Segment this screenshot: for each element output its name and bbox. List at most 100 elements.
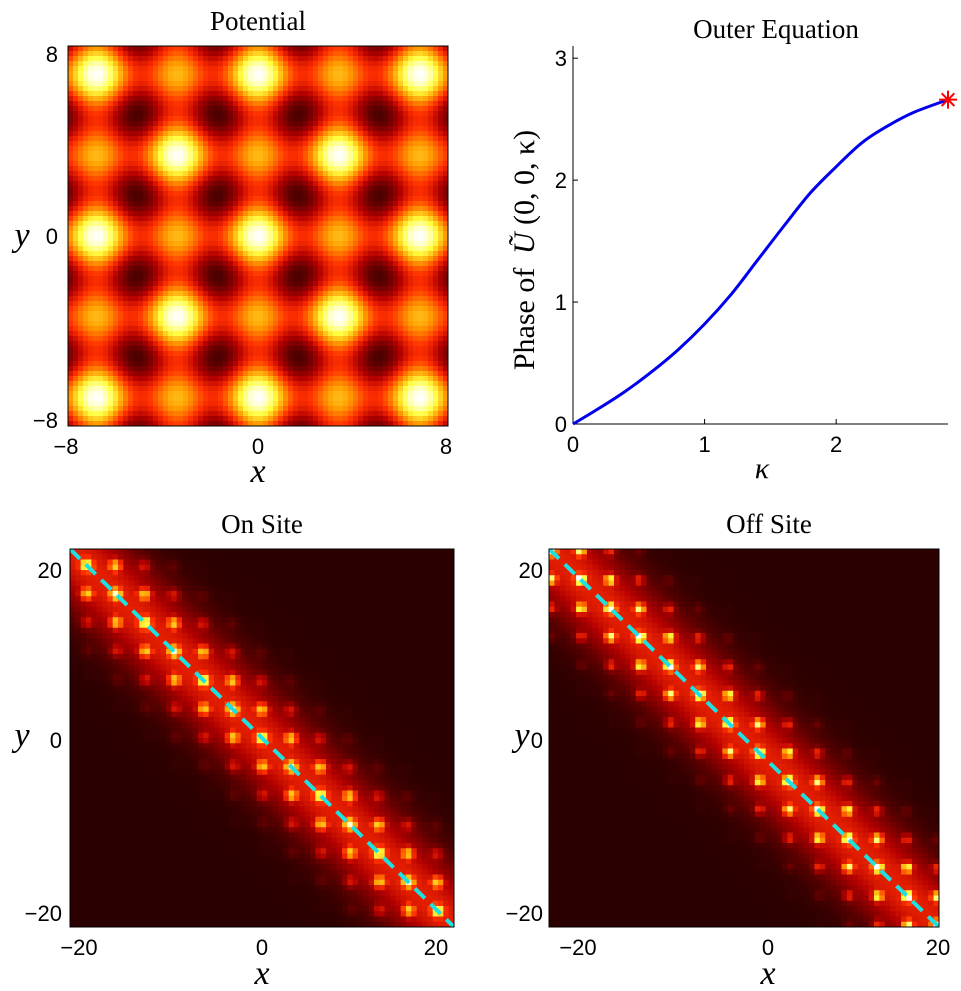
potential-cell	[428, 61, 434, 67]
potential-cell	[233, 181, 239, 187]
potential-cell	[208, 351, 214, 357]
potential-cell	[288, 111, 294, 117]
potential-cell	[188, 271, 194, 277]
potential-cell	[328, 336, 334, 342]
potential-cell	[238, 181, 244, 187]
potential-cell	[243, 126, 249, 132]
potential-cell	[248, 101, 254, 107]
potential-cell	[193, 126, 199, 132]
potential-cell	[423, 321, 429, 327]
potential-cell	[268, 101, 274, 107]
potential-cell	[418, 56, 424, 62]
potential-cell	[303, 206, 309, 212]
potential-cell	[398, 196, 404, 202]
potential-cell	[133, 286, 139, 292]
potential-cell	[98, 111, 104, 117]
potential-cell	[328, 116, 334, 122]
potential-cell	[163, 191, 169, 197]
potential-cell	[298, 216, 304, 222]
potential-cell	[88, 336, 94, 342]
potential-cell	[148, 96, 154, 102]
potential-cell	[293, 156, 299, 162]
potential-cell	[233, 341, 239, 347]
potential-cell	[263, 206, 269, 212]
potential-cell	[283, 306, 289, 312]
potential-cell	[378, 116, 384, 122]
potential-cell	[93, 226, 99, 232]
potential-cell	[88, 346, 94, 352]
potential-cell	[128, 111, 134, 117]
potential-cell	[113, 356, 119, 362]
potential-cell	[238, 76, 244, 82]
potential-cell	[73, 371, 79, 377]
potential-cell	[288, 86, 294, 92]
potential-cell	[443, 151, 448, 157]
potential-cell	[333, 116, 339, 122]
potential-cell	[373, 141, 379, 147]
potential-cell	[193, 66, 199, 72]
potential-cell	[383, 361, 389, 367]
potential-cell	[238, 351, 244, 357]
potential-cell	[73, 141, 79, 147]
potential-cell	[423, 346, 429, 352]
potential-cell	[238, 346, 244, 352]
potential-cell	[363, 71, 369, 77]
potential-cell	[368, 186, 374, 192]
potential-cell	[158, 251, 164, 257]
potential-cell	[378, 311, 384, 317]
potential-cell	[253, 71, 259, 77]
potential-cell	[118, 321, 124, 327]
potential-cell	[123, 361, 129, 367]
potential-cell	[203, 71, 209, 77]
potential-cell	[323, 216, 329, 222]
potential-cell	[113, 266, 119, 272]
potential-cell	[358, 131, 364, 137]
potential-cell	[348, 356, 354, 362]
potential-cell	[308, 271, 314, 277]
potential-cell	[408, 186, 414, 192]
potential-cell	[418, 316, 424, 322]
potential-cell	[413, 206, 419, 212]
potential-cell	[68, 306, 74, 312]
potential-cell	[278, 86, 284, 92]
potential-cell	[418, 356, 424, 362]
potential-cell	[83, 116, 89, 122]
potential-cell	[338, 201, 344, 207]
potential-cell	[318, 246, 324, 252]
potential-cell	[173, 81, 179, 87]
potential-cell	[93, 131, 99, 137]
potential-cell	[328, 171, 334, 177]
potential-cell	[438, 306, 444, 312]
potential-cell	[333, 226, 339, 232]
potential-cell	[353, 286, 359, 292]
potential-cell	[388, 66, 394, 72]
potential-cell	[293, 46, 299, 52]
potential-cell	[438, 216, 444, 222]
potential-cell	[193, 286, 199, 292]
potential-cell	[268, 366, 274, 372]
potential-cell	[258, 366, 264, 372]
potential-cell	[193, 196, 199, 202]
potential-cell	[218, 201, 224, 207]
potential-cell	[348, 336, 354, 342]
potential-cell	[153, 326, 159, 332]
potential-cell	[218, 366, 224, 372]
potential-cell	[118, 276, 124, 282]
potential-cell	[93, 351, 99, 357]
potential-cell	[113, 86, 119, 92]
potential-cell	[243, 321, 249, 327]
potential-cell	[288, 316, 294, 322]
potential-cell	[228, 296, 234, 302]
potential-cell	[198, 66, 204, 72]
potential-cell	[328, 296, 334, 302]
potential-cell	[268, 266, 274, 272]
potential-cell	[198, 201, 204, 207]
potential-cell	[78, 346, 84, 352]
potential-cell	[93, 291, 99, 297]
potential-cell	[308, 301, 314, 307]
potential-cell	[223, 241, 229, 247]
potential-cell	[218, 161, 224, 167]
potential-cell	[188, 131, 194, 137]
potential-cell	[178, 151, 184, 157]
potential-cell	[158, 71, 164, 77]
